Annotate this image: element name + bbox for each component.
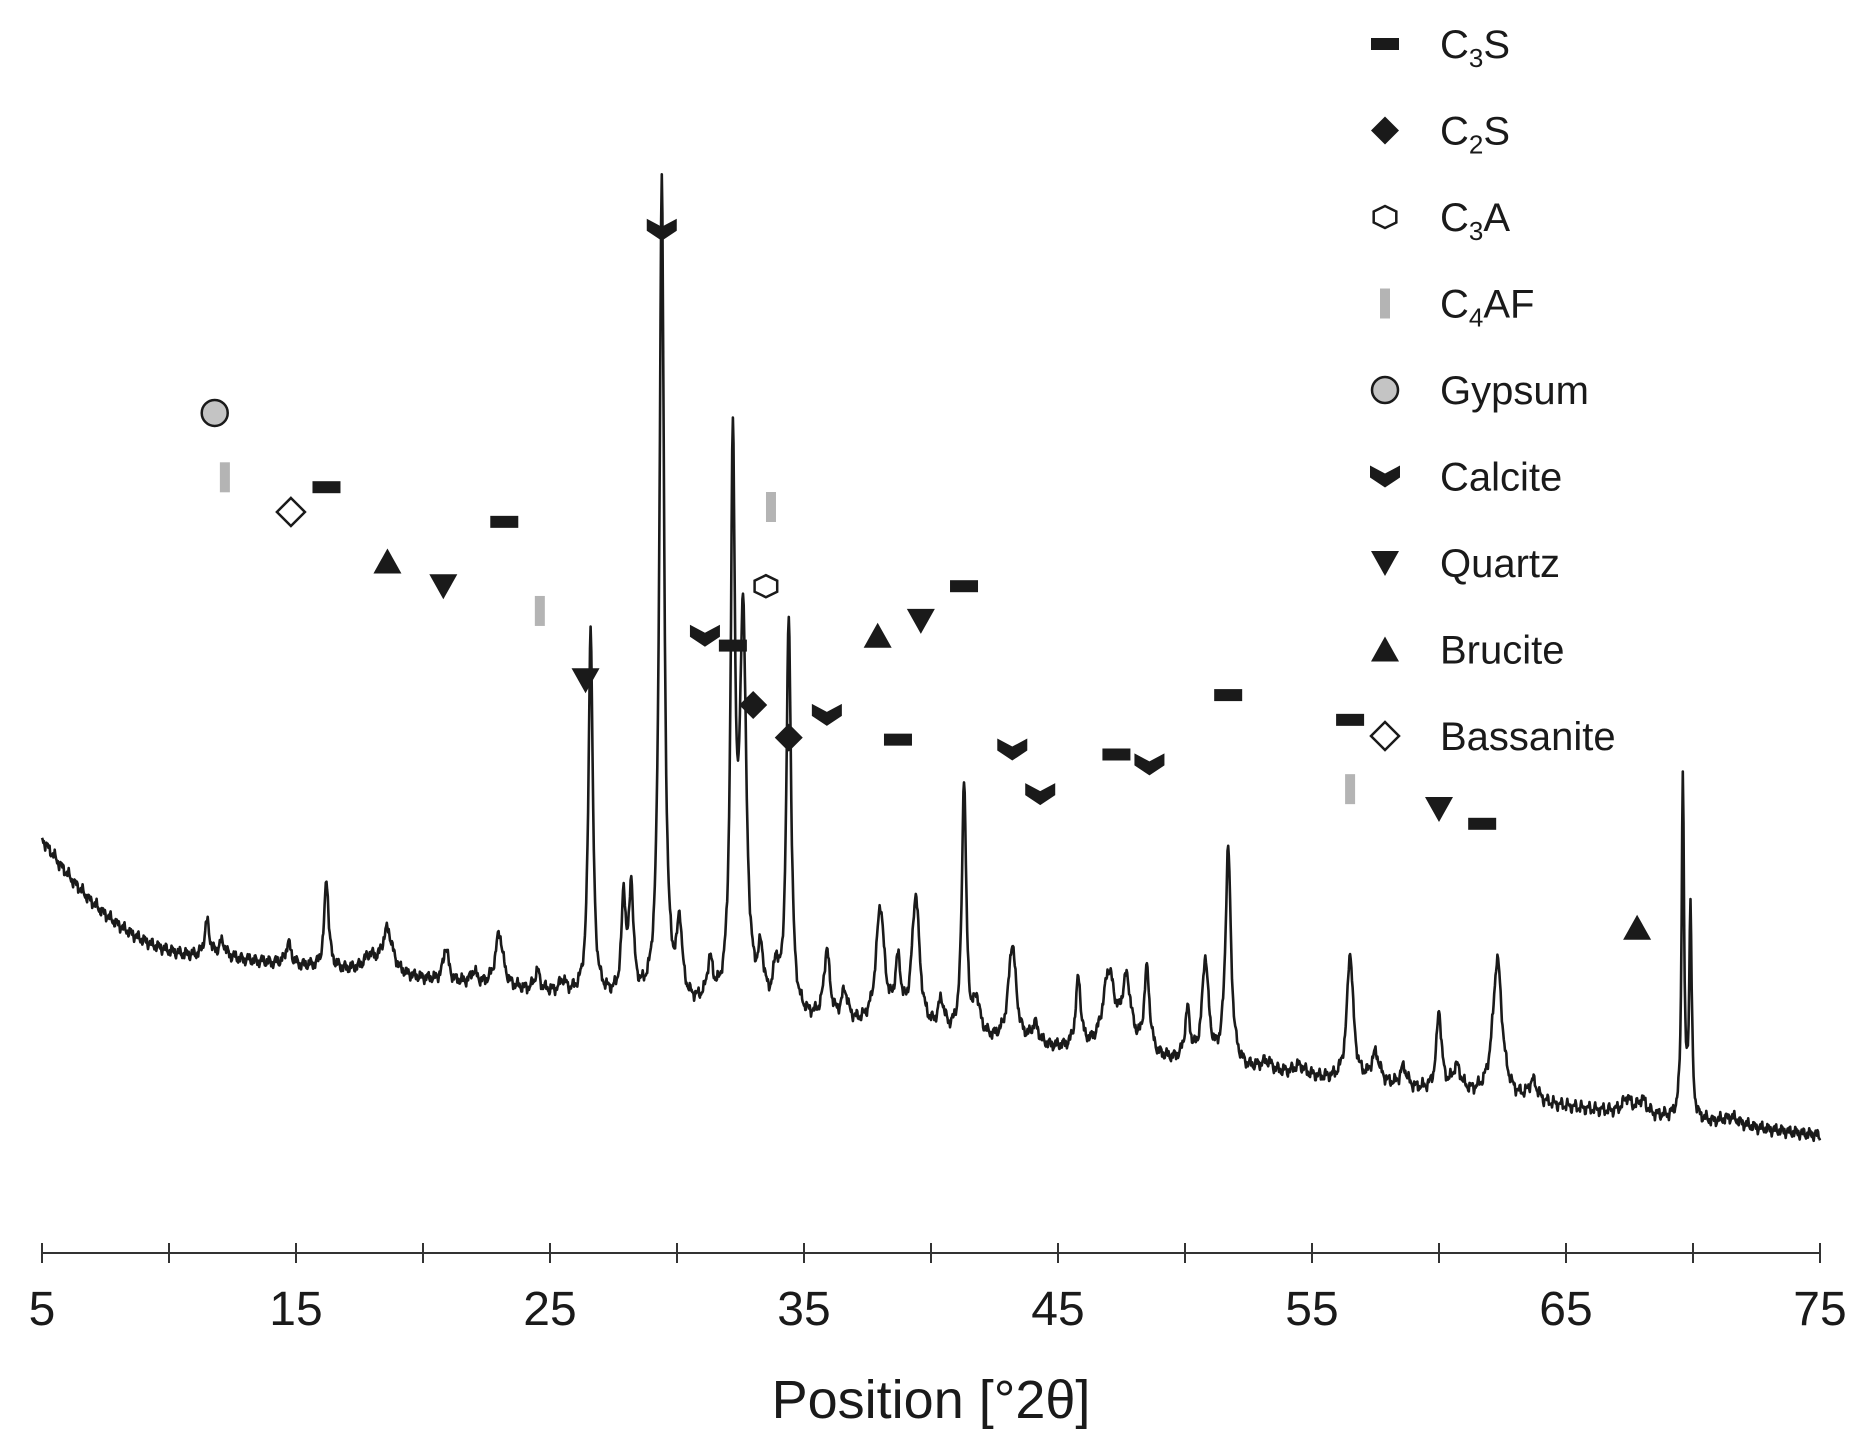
legend-brucite-symbol [1371,636,1399,662]
legend-gypsum-label: Gypsum [1440,369,1589,413]
legend-calcite-symbol [1370,465,1400,488]
calcite-peak-marker [1025,783,1056,806]
quartz-peak-marker [571,668,600,694]
quartz-peak-marker [1425,796,1453,822]
c3s-peak-marker [1102,748,1131,761]
c3a-peak-marker [753,573,779,599]
legend-bassanite-symbol [1369,720,1401,752]
phase-markers [200,218,1652,940]
c3s-peak-marker [1336,713,1365,726]
x-axis-title: Position [°2θ] [772,1370,1091,1430]
x-tick-label: 45 [1031,1283,1084,1336]
c4af-peak-marker [534,595,545,626]
gypsum-peak-marker [200,398,229,428]
bassanite-peak-marker [275,496,307,528]
c3s-peak-marker [950,580,979,593]
x-tick-label: 75 [1793,1283,1846,1336]
legend-bassanite-label: Bassanite [1440,715,1616,759]
c4af-peak-marker [1345,774,1356,805]
x-tick-label: 5 [29,1283,56,1336]
legend: C3S C2S C3A C4AF Gypsum Calcite Quartz Brucite B… [1369,23,1616,759]
legend-c4af-label: C4AF [1440,283,1534,333]
c3s-peak-marker [718,639,747,652]
legend-quartz-label: Quartz [1440,542,1560,586]
calcite-peak-marker [1134,753,1165,776]
c3s-peak-marker [1468,817,1497,830]
x-axis: 5 15 25 35 45 55 65 75 [29,1243,1847,1336]
x-tick-label: 15 [269,1283,322,1336]
calcite-peak-marker [689,624,720,647]
legend-c2s-symbol [1371,116,1399,145]
legend-c3s-symbol [1371,38,1399,50]
calcite-peak-marker [811,703,842,726]
brucite-peak-marker [863,622,892,648]
legend-c3a-symbol [1372,204,1398,230]
legend-gypsum-symbol [1370,375,1400,405]
calcite-peak-marker [997,738,1028,761]
quartz-peak-marker [906,608,935,634]
c3s-peak-marker [883,733,912,746]
c3s-peak-marker [1214,689,1243,702]
x-tick-label: 65 [1539,1283,1592,1336]
legend-c4af-symbol [1380,288,1390,319]
xrd-pattern-line [40,173,1822,1143]
x-tick-label: 55 [1285,1283,1338,1336]
legend-quartz-symbol [1371,551,1399,576]
c3s-peak-marker [490,515,519,528]
c2s-peak-marker [774,723,803,752]
c4af-peak-marker [219,462,230,493]
legend-c2s-label: C2S [1440,110,1510,160]
c3s-peak-marker [312,481,341,494]
legend-calcite-label: Calcite [1440,456,1562,500]
calcite-peak-marker [646,218,677,241]
legend-brucite-label: Brucite [1440,629,1565,673]
brucite-peak-marker [1623,914,1652,940]
legend-c3a-label: C3A [1440,196,1510,246]
c4af-peak-marker [765,492,776,522]
x-tick-label: 25 [523,1283,576,1336]
quartz-peak-marker [429,574,458,600]
c2s-peak-marker [739,691,768,719]
brucite-peak-marker [373,548,402,574]
x-tick-label: 35 [777,1283,830,1336]
legend-c3s-label: C3S [1440,23,1510,73]
